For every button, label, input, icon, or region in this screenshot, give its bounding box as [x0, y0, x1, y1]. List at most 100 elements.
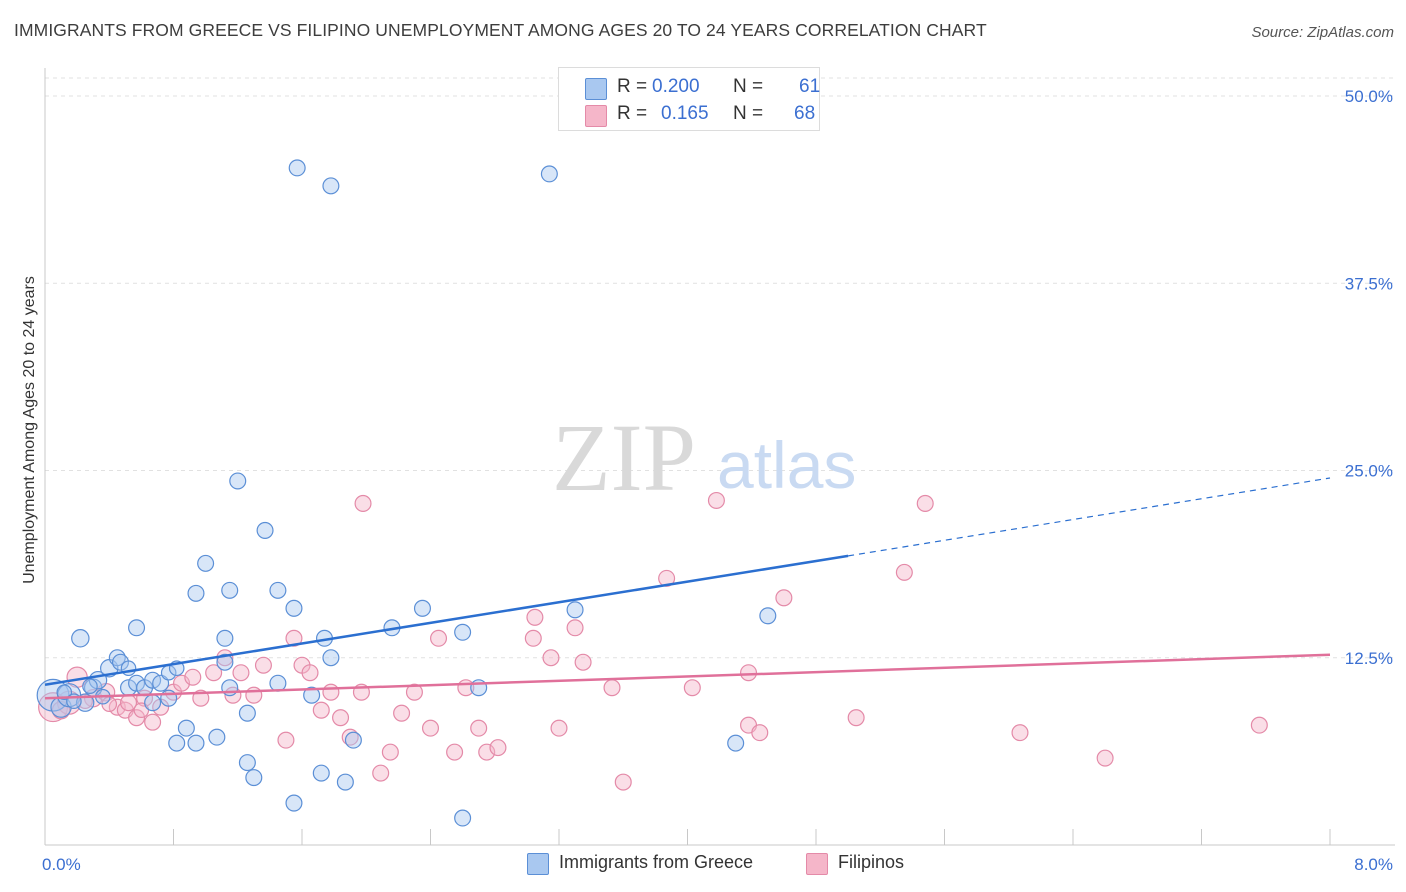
filipinos-point — [232, 664, 250, 682]
y-tick-label: 37.5% — [1345, 274, 1393, 293]
filipinos-point — [128, 709, 146, 727]
greece-point — [208, 728, 226, 746]
greece-point — [128, 674, 146, 692]
filipinos-point — [205, 664, 223, 682]
greece-point — [82, 678, 98, 695]
greece-point — [336, 773, 354, 791]
filipinos-point — [526, 608, 544, 626]
greece-point — [245, 769, 263, 787]
greece-point — [566, 601, 584, 619]
greece-point — [303, 686, 321, 704]
filipinos-point — [470, 719, 488, 737]
greece-point — [177, 719, 195, 737]
watermark: ZIP atlas — [552, 404, 856, 511]
greece-point — [344, 731, 362, 749]
legend-n-value: 68 — [794, 103, 816, 124]
filipinos-point — [312, 701, 330, 719]
greece-point — [454, 809, 472, 827]
greece-point — [216, 653, 234, 671]
greece-point — [312, 764, 330, 782]
greece-point — [322, 649, 340, 667]
greece-point — [168, 734, 186, 752]
filipinos-point — [285, 629, 303, 647]
greece-point — [56, 684, 73, 701]
filipinos-point — [566, 619, 584, 637]
filipinos-point — [341, 728, 359, 746]
greece-point — [71, 629, 90, 648]
filipinos-point — [603, 679, 621, 697]
y-tick-label: 25.0% — [1345, 462, 1393, 481]
bottom-legend-swatch-greece — [527, 853, 549, 875]
filipinos-point — [1011, 724, 1029, 742]
trendlines — [44, 477, 1331, 700]
filipinos-point — [478, 743, 496, 761]
filipinos-point — [1096, 749, 1114, 767]
greece-trendline — [44, 554, 849, 686]
filipinos-point — [144, 713, 162, 731]
greece-point — [454, 623, 472, 641]
greece-point — [197, 554, 215, 572]
chart-title: IMMIGRANTS FROM GREECE VS FILIPINO UNEMP… — [14, 20, 987, 40]
y-tick-labels: 12.5% 25.0% 37.5% 50.0% — [1345, 87, 1393, 668]
greece-point — [269, 674, 287, 692]
filipinos-point — [446, 743, 464, 761]
filipinos-point — [542, 649, 560, 667]
greece-point — [216, 629, 234, 647]
x-tick-label: 8.0% — [1354, 855, 1393, 874]
filipinos-point — [740, 664, 758, 682]
greece-trendline-projection — [848, 477, 1331, 557]
filipinos-point — [421, 719, 440, 737]
legend-swatch-greece — [585, 78, 607, 100]
y-tick-label: 12.5% — [1345, 649, 1393, 668]
filipinos-point — [916, 494, 934, 512]
filipinos-point — [847, 709, 865, 727]
greece-point — [288, 159, 306, 177]
legend-r-value: 0.165 — [661, 103, 709, 124]
filipinos-point — [683, 679, 701, 697]
correlation-legend: R = 0.200 N = 61 R = 0.165 N = 68 — [558, 67, 820, 131]
legend-r-label: R = — [617, 76, 648, 97]
filipinos-point — [322, 683, 340, 701]
filipinos-point — [393, 704, 411, 722]
filipinos-point — [354, 494, 372, 512]
filipinos-point — [301, 664, 319, 682]
gridlines — [45, 77, 1395, 659]
filipinos-point — [524, 629, 542, 647]
y-axis-label: Unemployment Among Ages 20 to 24 years — [21, 276, 38, 584]
x-tick-labels: 0.0% 8.0% — [42, 855, 1393, 874]
filipinos-point — [245, 686, 263, 704]
filipinos-point — [277, 731, 295, 749]
legend-n-label: N = — [733, 76, 764, 97]
greece-point — [128, 619, 146, 637]
filipinos-point — [372, 764, 390, 782]
filipinos-point — [381, 743, 399, 761]
filipinos-point — [1250, 716, 1268, 734]
greece-point — [238, 704, 256, 722]
bottom-legend-swatch-filipinos — [806, 853, 828, 875]
greece-point — [322, 177, 340, 195]
greece-point — [256, 521, 274, 539]
filipinos-point — [658, 569, 676, 587]
filipinos-trendline — [44, 653, 1331, 700]
greece-points — [36, 159, 777, 827]
source-label: Source: ZipAtlas.com — [1251, 24, 1394, 41]
legend-n-label: N = — [733, 103, 764, 124]
greece-point — [187, 734, 205, 752]
legend-r-label: R = — [617, 103, 648, 124]
legend-r-value: 0.200 — [652, 76, 700, 97]
greece-point — [238, 754, 256, 772]
filipinos-point — [332, 709, 350, 727]
greece-point — [111, 653, 130, 671]
x-tick-label: 0.0% — [42, 855, 81, 874]
greece-point — [221, 581, 239, 599]
y-tick-label: 50.0% — [1345, 87, 1393, 106]
axes — [44, 68, 1395, 846]
greece-point — [285, 599, 303, 617]
watermark-zip: ZIP — [552, 404, 696, 511]
filipinos-point — [489, 739, 507, 757]
greece-point — [144, 694, 162, 712]
y-axis-label-wrap: Unemployment Among Ages 20 to 24 years — [10, 200, 50, 660]
greece-point — [229, 472, 247, 490]
filipinos-point — [574, 653, 592, 671]
